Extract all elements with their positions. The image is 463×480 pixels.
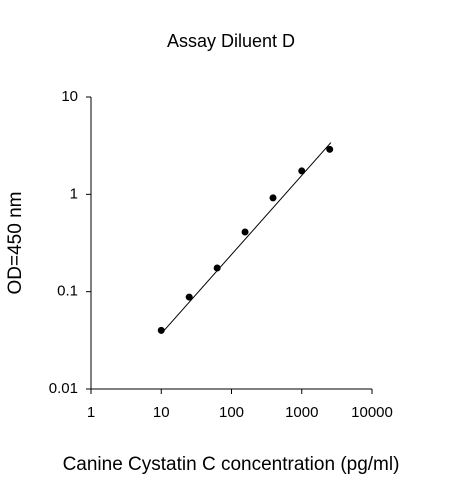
y-tick-label: 1 [70,185,78,202]
x-tick-label: 10 [153,404,170,421]
x-tick-label: 1 [87,404,95,421]
x-tick-label: 100 [219,404,244,421]
data-point [269,194,277,202]
data-point [213,264,221,272]
x-tick-label: 1000 [285,404,318,421]
y-tick-label: 10 [61,88,78,105]
data-point [185,293,193,301]
x-tick-label: 10000 [351,404,393,421]
fit-line [160,142,332,335]
y-axis-label: OD=450 nm [5,192,26,295]
data-point [241,228,249,236]
x-axis-label: Canine Cystatin C concentration (pg/ml) [63,454,400,475]
data-point [298,167,306,175]
chart-title: Assay Diluent D [167,31,295,51]
y-tick-label: 0.01 [49,380,78,397]
y-tick-label: 0.1 [57,283,78,300]
data-point [326,145,334,153]
